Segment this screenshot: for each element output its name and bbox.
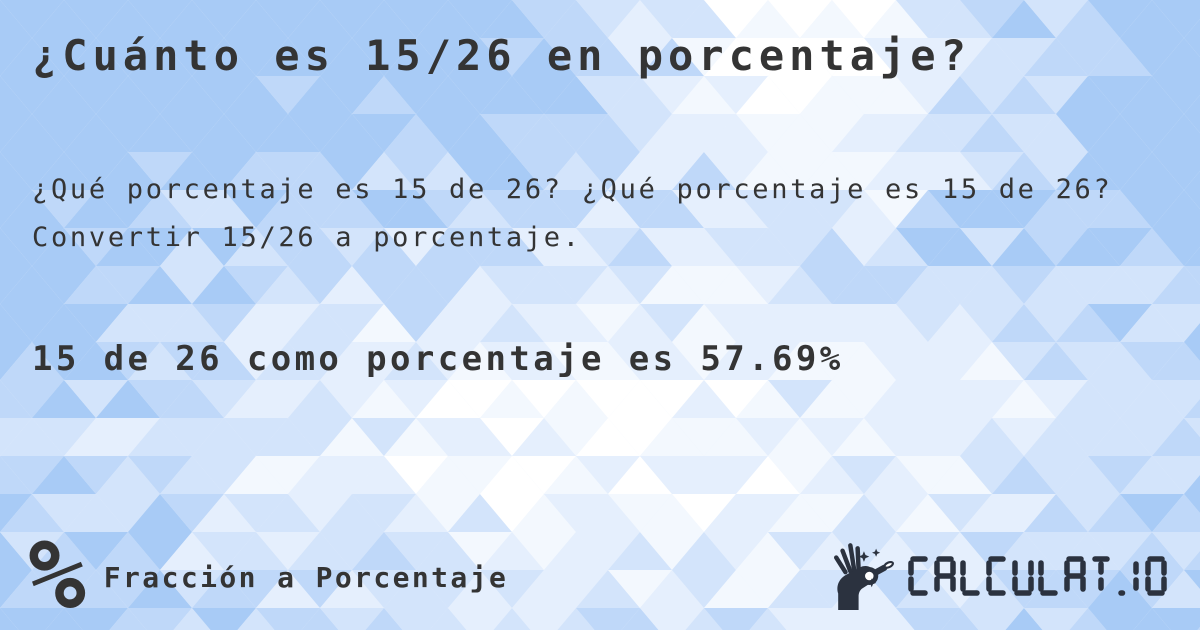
- brand-name-lcd-text: [908, 556, 1167, 596]
- category: % Fracción a Porcentaje: [28, 519, 509, 630]
- page-description: ¿Qué porcentaje es 15 de 26? ¿Qué porcen…: [32, 174, 1113, 253]
- footer: % Fracción a Porcentaje: [28, 527, 1172, 623]
- category-label: Fracción a Porcentaje: [103, 560, 509, 594]
- answer-text: 15 de 26 como porcentaje es 57.69%: [32, 339, 844, 379]
- percent-icon: %: [28, 519, 86, 630]
- sparkle-star-icon: [858, 551, 870, 562]
- page-title: ¿Cuánto es 15/26 en porcentaje?: [32, 31, 971, 80]
- magic-wand-hand-icon: [834, 543, 894, 611]
- brand-logo: CALCULAT.IO: [827, 542, 1172, 612]
- sparkle-star-icon: [867, 578, 877, 588]
- sparkle-star-icon: [872, 548, 881, 557]
